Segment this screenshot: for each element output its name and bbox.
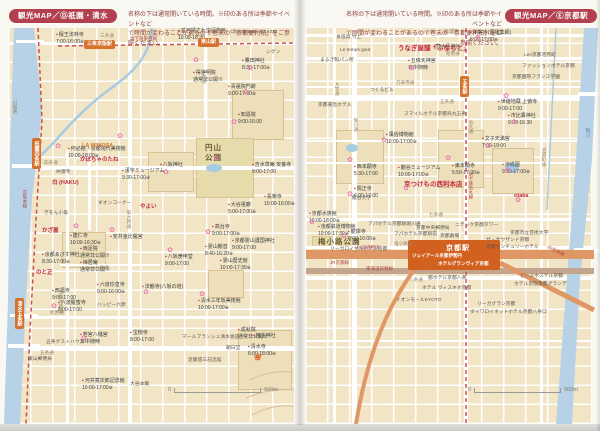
street-takatsuji — [305, 34, 592, 37]
street-yamatooji — [66, 150, 69, 424]
street-omiya — [333, 28, 336, 424]
grounds-higashi-honganji — [438, 130, 484, 188]
street-fudanotsuji — [305, 340, 592, 342]
street-matsubara-r — [305, 57, 592, 60]
street-hanamikoji — [88, 150, 91, 230]
grounds-kodaiji — [208, 270, 244, 298]
street-horikawa — [352, 28, 357, 424]
grounds-kiyomizudera — [238, 330, 292, 390]
street-yasaka — [60, 264, 160, 266]
street-hanayacho — [305, 140, 592, 142]
header-note-right: 名称の下は通常開いている時間。※印のある所は季節やイベントなど で時間が変わるこ… — [345, 12, 502, 47]
grounds-shoseien — [492, 148, 534, 194]
page-right-edge — [596, 0, 600, 431]
scale-line — [174, 388, 262, 393]
header-note-left: 名称の下は通常開いている時間。※印のある所は季節やイベントなど で時間が変わるこ… — [128, 12, 291, 47]
scale-zero: 0 — [468, 387, 472, 393]
street-shinmachi — [388, 28, 390, 248]
page-title-left: 観光MAP／Ⓓ祇園・清水 — [9, 9, 118, 23]
street-shiokoji — [305, 246, 592, 249]
scale-distance: 500m — [264, 387, 278, 393]
street-shomen — [305, 162, 592, 164]
grounds-yasaka-shrine — [148, 152, 194, 192]
street-hachijo — [305, 276, 592, 280]
street-gojo — [8, 346, 295, 351]
page-title-right: 観光MAP／Ⓔ京都駅 — [505, 9, 598, 23]
street-nishinotoin — [420, 28, 422, 248]
street-manjuji — [305, 86, 592, 88]
scale-bar-right: 0 500m — [468, 387, 578, 393]
street-kawaramachi — [540, 28, 543, 424]
street-gojo-r — [305, 95, 592, 100]
grounds-chionin — [232, 90, 284, 140]
street-shijo — [8, 166, 295, 170]
street-karasuma — [464, 28, 468, 424]
grounds-nishi-honganji — [336, 130, 384, 184]
scale-zero: 0 — [168, 387, 172, 393]
street-jingumichi — [204, 28, 207, 120]
street-higashioji — [128, 28, 132, 424]
scale-line — [474, 388, 562, 393]
street-matsubara — [8, 316, 295, 319]
grounds-kenninji — [62, 232, 106, 268]
scale-bar-left: 0 500m — [168, 387, 278, 393]
street-shichijo — [305, 218, 592, 221]
scale-distance: 500m — [564, 387, 578, 393]
page-bottom-edge — [0, 424, 600, 431]
